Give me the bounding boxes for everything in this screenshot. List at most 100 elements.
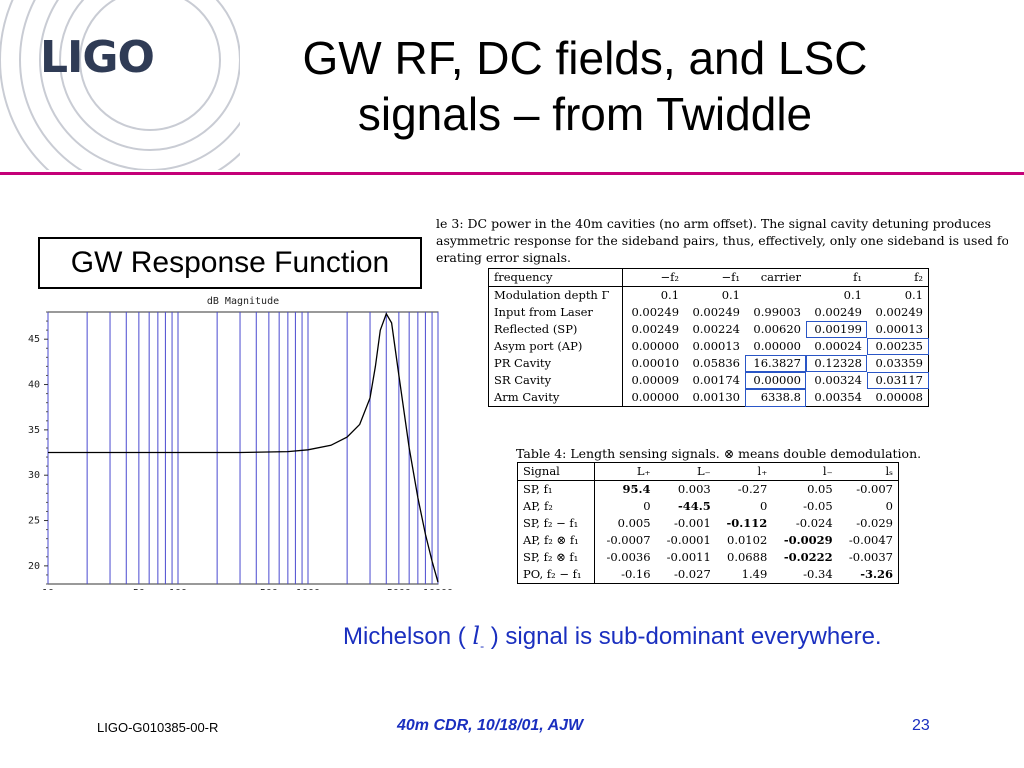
title-underline <box>0 172 1024 175</box>
cell: -0.27 <box>737 482 768 496</box>
table4-caption: Table 4: Length sensing signals. ⊗ means… <box>516 446 922 461</box>
page-number: 23 <box>912 717 930 734</box>
length-sensing-table: Signal L₊ L₋ l₊ l₋ lₛ SP, f₁ 95.4 0.003 … <box>517 462 899 584</box>
table3-caption-line: le 3: DC power in the 40m cavities (no a… <box>436 216 992 231</box>
x-tick-label: 1000 <box>296 588 320 590</box>
cell: -0.0037 <box>848 550 893 564</box>
table3-caption: le 3: DC power in the 40m cavities (no a… <box>436 215 1008 266</box>
plot-ticks: 20 25 30 35 40 45 10 50 100 500 1000 5000 10000 <box>28 311 453 590</box>
x-tick-label: 10000 <box>423 588 453 590</box>
cell: 0.00000 <box>631 390 680 404</box>
cell: 0.0102 <box>727 533 768 547</box>
cell: 0.00174 <box>692 373 740 387</box>
column-header: l₊ <box>757 464 768 478</box>
table3-caption-line: erating error signals. <box>436 250 571 265</box>
highlighted-cell: 0.03117 <box>866 372 929 389</box>
plot-grid <box>47 312 439 584</box>
cell: -0.0011 <box>666 550 711 564</box>
cell: 1.49 <box>741 567 768 581</box>
cell: 0.00024 <box>814 339 862 353</box>
column-header: f₂ <box>914 270 923 284</box>
row-label: Arm Cavity <box>488 389 623 407</box>
table-row: Modulation depth Γ 0.1 0.1 0.1 0.1 <box>488 286 929 305</box>
cell: 0.00013 <box>692 339 740 353</box>
cell: 0.00013 <box>875 322 923 336</box>
table-row: SP, f₂ − f₁ 0.005 -0.001 -0.112 -0.024 -… <box>517 515 899 532</box>
table-row: PR Cavity 0.00010 0.05836 16.3827 0.1232… <box>488 355 929 372</box>
column-header: −f₁ <box>721 270 740 284</box>
table-row: Input from Laser 0.00249 0.00249 0.99003… <box>488 304 929 321</box>
column-header: lₛ <box>885 464 893 478</box>
column-header: l₋ <box>822 464 833 478</box>
cell: 0.00249 <box>875 305 923 319</box>
row-label: SP, f₂ ⊗ f₁ <box>517 549 596 566</box>
cell: -0.0222 <box>783 550 833 564</box>
cell: 0.00000 <box>631 339 680 353</box>
cell: 0.1 <box>660 288 680 302</box>
response-curve <box>48 312 439 583</box>
ligo-logo: LIGO <box>40 32 155 83</box>
cell: 0.0688 <box>727 550 768 564</box>
highlighted-cell: 0.00000 <box>745 372 806 389</box>
cell: 0.00249 <box>692 305 740 319</box>
cell: 0.00249 <box>631 322 680 336</box>
x-tick-label: 50 <box>133 588 145 590</box>
column-header: L₋ <box>697 464 711 478</box>
row-label: Reflected (SP) <box>488 321 623 338</box>
table-row: SR Cavity 0.00009 0.00174 0.00000 0.0032… <box>488 372 929 389</box>
cell: 0.00249 <box>814 305 862 319</box>
row-label: Modulation depth Γ <box>488 286 623 304</box>
cell: -0.0001 <box>666 533 711 547</box>
y-tick-label: 20 <box>28 561 40 572</box>
row-label: SP, f₁ <box>517 480 596 498</box>
table-row: Reflected (SP) 0.00249 0.00224 0.00620 0… <box>488 321 929 338</box>
cell: -0.001 <box>673 516 711 530</box>
x-tick-label: 500 <box>260 588 278 590</box>
logo-arcs-graphic <box>0 0 240 170</box>
highlighted-cell: 16.3827 <box>745 355 806 372</box>
column-header: frequency <box>488 268 623 287</box>
cell: -0.027 <box>673 567 711 581</box>
cell: 0.00249 <box>631 305 680 319</box>
highlighted-cell: 0.12328 <box>805 355 867 372</box>
cell: 95.4 <box>622 482 651 496</box>
cell <box>745 287 806 305</box>
row-label: SP, f₂ − f₁ <box>517 515 596 532</box>
table3-caption-line: asymmetric response for the sideband pai… <box>436 233 1008 248</box>
highlighted-cell: 0.00235 <box>866 338 929 355</box>
y-tick-label: 30 <box>28 470 40 481</box>
row-label: SR Cavity <box>488 372 623 389</box>
note-suffix: ) signal is sub-dominant everywhere. <box>490 623 882 650</box>
cell: -0.0007 <box>606 533 651 547</box>
cell: 0.1 <box>843 288 862 302</box>
column-header: −f₂ <box>660 270 680 284</box>
cell: -0.34 <box>803 567 833 581</box>
column-header: L₊ <box>636 464 651 478</box>
cell: 0.1 <box>904 288 923 302</box>
table-row: AP, f₂ 0 -44.5 0 -0.05 0 <box>517 498 899 515</box>
table-row: SP, f₁ 95.4 0.003 -0.27 0.05 -0.007 <box>517 480 899 498</box>
plot-title: dB Magnitude <box>207 296 279 307</box>
cell: 0.00324 <box>814 373 862 387</box>
y-tick-label: 25 <box>28 516 40 527</box>
slide-title: GW RF, DC fields, and LSC signals – from… <box>230 30 940 142</box>
row-label: PO, f₂ − f₁ <box>517 566 596 584</box>
title-line-1: GW RF, DC fields, and LSC <box>302 32 868 84</box>
row-label: AP, f₂ ⊗ f₁ <box>517 532 596 549</box>
y-tick-label: 45 <box>28 334 40 345</box>
cell: 0.00620 <box>753 322 801 336</box>
cell: 0.05836 <box>692 356 740 370</box>
row-label: Input from Laser <box>488 304 623 321</box>
cell: -44.5 <box>677 499 711 513</box>
cell: 0 <box>885 499 893 513</box>
x-tick-label: 100 <box>169 588 187 590</box>
cell: 0.00009 <box>631 373 680 387</box>
cell: 0.00130 <box>692 390 740 404</box>
cell: -0.0036 <box>606 550 651 564</box>
cell: 0.00224 <box>692 322 740 336</box>
title-line-2: signals – from Twiddle <box>357 88 813 140</box>
y-tick-label: 40 <box>28 380 40 391</box>
gw-response-plot: dB Magnitude 20 25 30 35 40 45 10 50 100 500 1000 5… <box>28 296 453 590</box>
l-minus-symbol: l <box>472 622 481 650</box>
footer-citation: 40m CDR, 10/18/01, AJW <box>397 717 584 734</box>
